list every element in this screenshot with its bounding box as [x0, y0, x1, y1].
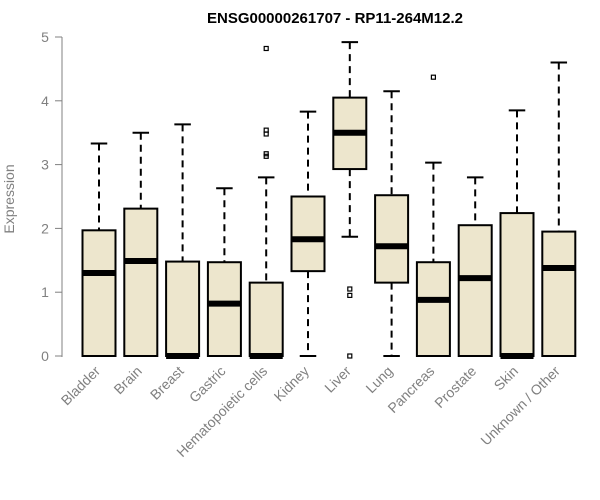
- outlier-point: [430, 74, 436, 80]
- box-lung: [374, 90, 410, 357]
- chart-title: ENSG00000261707 - RP11-264M12.2: [207, 10, 463, 27]
- x-tick-label: Bladder: [58, 363, 104, 409]
- box-breast: [165, 123, 201, 359]
- box-unknown-other: [541, 61, 577, 357]
- iqr-box: [290, 195, 326, 273]
- iqr-box: [81, 229, 117, 357]
- iqr-box: [499, 212, 535, 357]
- x-tick-label: Skin: [491, 363, 522, 394]
- x-tick-label: Prostate: [431, 363, 479, 411]
- outlier-point: [347, 292, 353, 298]
- x-tick-label: Lung: [362, 363, 395, 396]
- iqr-box: [457, 224, 493, 357]
- y-tick-label: 3: [41, 157, 49, 173]
- iqr-box: [165, 260, 201, 357]
- outlier-point: [347, 353, 353, 359]
- iqr-box: [206, 261, 242, 357]
- y-tick-label: 5: [41, 29, 49, 45]
- y-tick-label: 1: [41, 284, 49, 300]
- y-axis-label: Expression: [1, 164, 17, 233]
- box-skin: [499, 109, 535, 359]
- outlier-point: [347, 286, 353, 292]
- y-tick-label: 0: [41, 348, 49, 364]
- box-brain: [123, 131, 159, 357]
- box-gastric: [206, 187, 242, 357]
- outlier-point: [263, 151, 269, 157]
- box-prostate: [457, 176, 493, 357]
- x-tick-label: Unknown / Other: [477, 363, 563, 449]
- iqr-box: [415, 261, 451, 357]
- y-axis-ticks: 0 1 2 3 4 5: [41, 29, 62, 364]
- x-tick-label: Breast: [147, 363, 187, 403]
- iqr-box: [541, 230, 577, 357]
- box-liver: [332, 41, 368, 359]
- x-tick-label: Brain: [110, 363, 144, 397]
- iqr-box: [374, 194, 410, 284]
- y-tick-label: 4: [41, 93, 49, 109]
- box-pancreas: [415, 74, 451, 357]
- x-tick-label: Kidney: [271, 363, 313, 405]
- y-tick-label: 2: [41, 220, 49, 236]
- outlier-point: [263, 127, 269, 133]
- box-bladder: [81, 142, 117, 357]
- box-kidney: [290, 110, 326, 357]
- iqr-box: [248, 281, 284, 358]
- boxes-group: [81, 41, 577, 359]
- iqr-box: [123, 207, 159, 357]
- box-hematopoietic-cells: [248, 45, 284, 359]
- outlier-point: [263, 45, 269, 52]
- x-tick-label: Liver: [321, 363, 354, 396]
